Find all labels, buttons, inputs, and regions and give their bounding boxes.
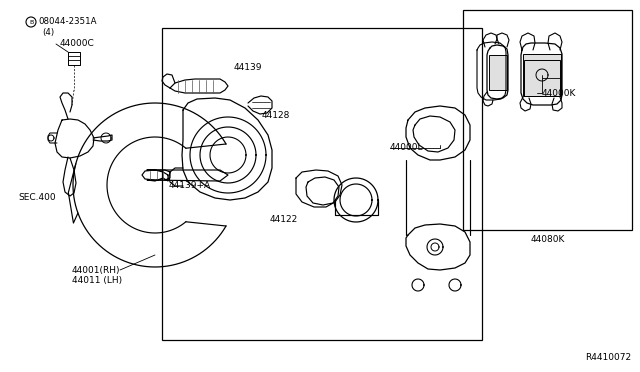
Text: 44128: 44128	[262, 110, 291, 119]
Text: (4): (4)	[42, 29, 54, 38]
Text: 44000C: 44000C	[60, 39, 95, 48]
Text: 44000K: 44000K	[542, 89, 577, 97]
Text: 44001(RH): 44001(RH)	[72, 266, 120, 275]
Bar	[524, 60, 560, 96]
Text: 44000L: 44000L	[390, 144, 424, 153]
Text: 08044-2351A: 08044-2351A	[38, 17, 97, 26]
Text: 44011 (LH): 44011 (LH)	[72, 276, 122, 285]
Bar	[489, 55, 507, 90]
Text: R4410072: R4410072	[585, 353, 631, 362]
Bar	[463, 10, 632, 230]
Text: 44139+A: 44139+A	[169, 180, 211, 189]
Text: 44139: 44139	[234, 64, 262, 73]
Text: 44122: 44122	[270, 215, 298, 224]
Bar	[162, 28, 482, 340]
Text: SEC.400: SEC.400	[18, 193, 56, 202]
Text: 44080K: 44080K	[531, 235, 565, 244]
Bar	[523, 54, 561, 96]
Text: B: B	[29, 19, 33, 25]
